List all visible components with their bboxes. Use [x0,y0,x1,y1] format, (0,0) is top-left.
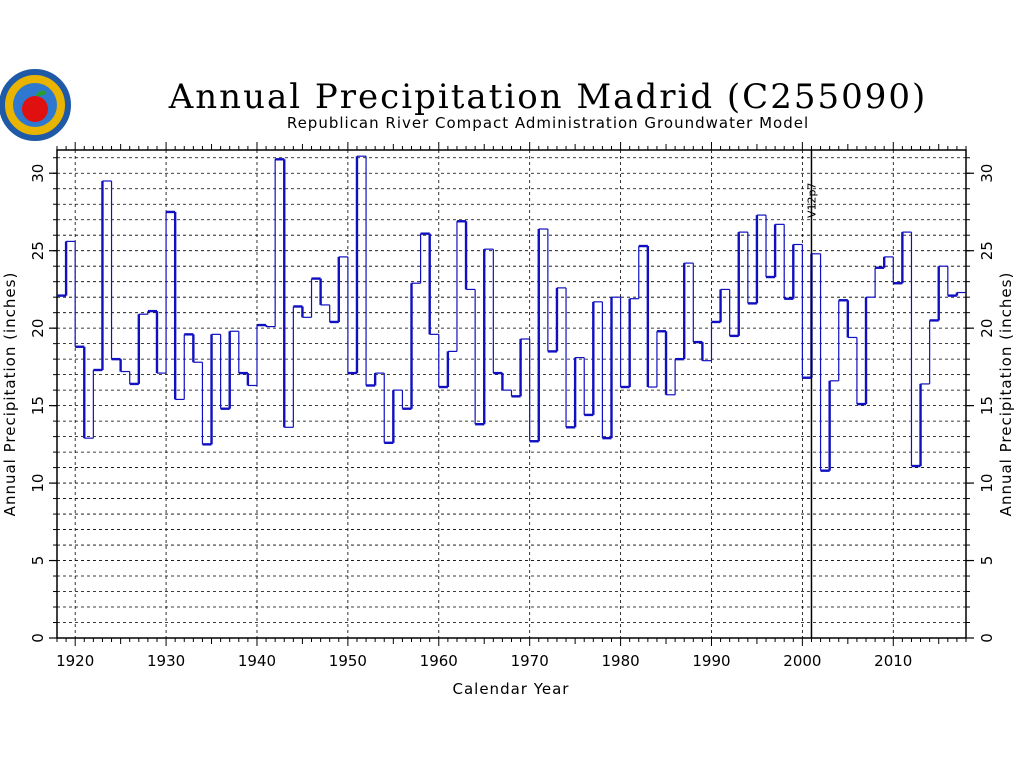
y-tick-label-left: 0 [29,633,47,643]
y-tick-label-right: 30 [978,164,996,183]
annotation-label: V12p7 [805,182,818,218]
x-tick-label: 1970 [511,652,549,670]
x-tick-label: 1990 [692,652,730,670]
y-axis-label-left: Annual Precipitation (inches) [1,272,19,517]
y-tick-label-right: 25 [978,241,996,260]
y-tick-label-left: 30 [29,164,47,183]
grid-lines [57,150,966,639]
y-tick-label-right: 10 [978,474,996,493]
x-axis-label: Calendar Year [453,680,570,698]
y-tick-label-right: 0 [978,633,996,643]
x-tick-label: 2010 [874,652,912,670]
logo-seal-icon [0,69,71,141]
x-tick-label: 1940 [238,652,276,670]
x-tick-label: 1950 [329,652,367,670]
axis-ticks: 1920 1930 1940 1950 1960 1970 1980 1990 2000 2010… [29,142,996,670]
y-tick-label-right: 5 [978,556,996,566]
y-tick-label-right: 20 [978,319,996,338]
x-tick-label: 2000 [783,652,821,670]
y-tick-label-left: 10 [29,474,47,493]
y-axis-label-right: Annual Precipitation (inches) [997,272,1015,517]
y-tick-label-left: 25 [29,241,47,260]
x-tick-label: 1960 [420,652,458,670]
y-tick-label-left: 5 [29,556,47,566]
chart-subtitle: Republican River Compact Administration … [287,114,809,132]
y-tick-label-right: 15 [978,396,996,415]
series-lines [57,155,966,472]
chart-title: Annual Precipitation Madrid (C255090) [168,77,928,117]
y-tick-label-left: 15 [29,396,47,415]
x-tick-label: 1930 [147,652,185,670]
y-tick-label-left: 20 [29,319,47,338]
x-tick-label: 1980 [601,652,639,670]
x-tick-label: 1920 [56,652,94,670]
